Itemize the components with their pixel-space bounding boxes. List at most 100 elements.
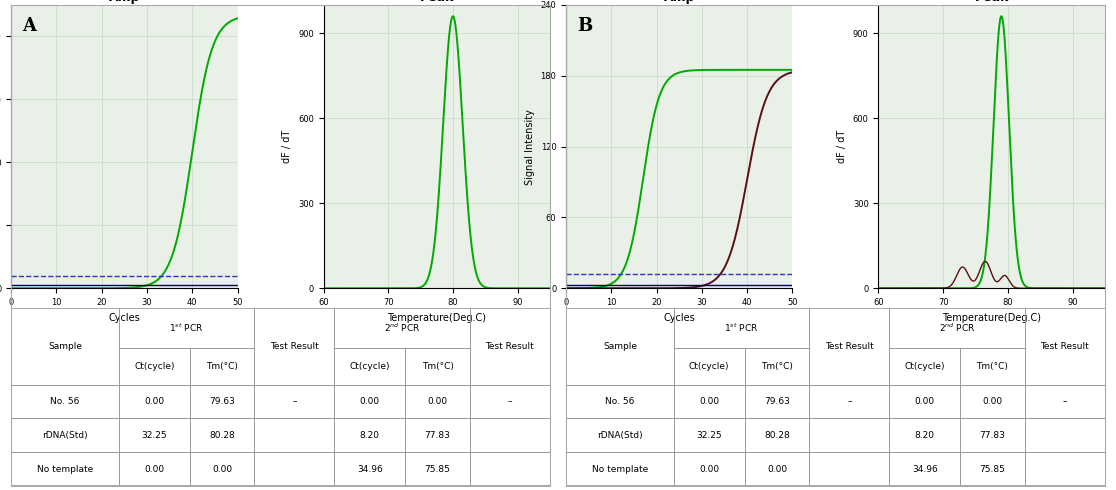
- Bar: [566, 418, 674, 452]
- Title: Amp: Amp: [664, 0, 695, 4]
- Bar: [889, 385, 960, 418]
- Text: 34.96: 34.96: [357, 465, 383, 474]
- Bar: [335, 348, 405, 385]
- Text: B: B: [577, 17, 593, 35]
- Bar: [119, 452, 190, 486]
- Bar: [744, 418, 809, 452]
- X-axis label: Temperature(Deg.C): Temperature(Deg.C): [387, 313, 487, 322]
- Text: Ct(cycle): Ct(cycle): [689, 362, 730, 371]
- Bar: [119, 348, 190, 385]
- Bar: [335, 452, 405, 486]
- Bar: [809, 452, 889, 486]
- Text: Tm(°C): Tm(°C): [761, 362, 792, 371]
- Bar: [335, 308, 470, 348]
- Y-axis label: Signal Intensity: Signal Intensity: [525, 109, 535, 185]
- Text: 0.00: 0.00: [767, 465, 787, 474]
- Bar: [960, 418, 1024, 452]
- Text: –: –: [1062, 397, 1067, 406]
- Bar: [566, 452, 674, 486]
- Text: 80.28: 80.28: [209, 431, 235, 440]
- Text: 77.83: 77.83: [424, 431, 451, 440]
- Bar: [254, 452, 335, 486]
- Bar: [809, 385, 889, 418]
- Bar: [11, 452, 119, 486]
- Text: A: A: [22, 17, 36, 35]
- Text: No template: No template: [37, 465, 93, 474]
- Text: 0.00: 0.00: [915, 397, 935, 406]
- Text: No. 56: No. 56: [50, 397, 79, 406]
- Text: 1$^{st}$ PCR: 1$^{st}$ PCR: [724, 321, 759, 334]
- X-axis label: Cycles: Cycles: [663, 313, 695, 322]
- Text: 77.83: 77.83: [980, 431, 1006, 440]
- Text: rDNA(Std): rDNA(Std): [42, 431, 88, 440]
- Bar: [335, 418, 405, 452]
- Y-axis label: dF / dT: dF / dT: [837, 130, 847, 163]
- Bar: [889, 308, 1024, 348]
- Bar: [470, 308, 550, 385]
- Bar: [119, 308, 254, 348]
- Bar: [254, 385, 335, 418]
- Bar: [960, 348, 1024, 385]
- Text: 79.63: 79.63: [209, 397, 235, 406]
- Bar: [960, 452, 1024, 486]
- Text: 32.25: 32.25: [696, 431, 722, 440]
- Text: 1$^{st}$ PCR: 1$^{st}$ PCR: [170, 321, 204, 334]
- Text: 0.00: 0.00: [144, 465, 164, 474]
- Bar: [809, 418, 889, 452]
- Bar: [744, 348, 809, 385]
- Bar: [405, 418, 470, 452]
- Bar: [119, 418, 190, 452]
- Text: Test Result: Test Result: [485, 342, 535, 351]
- Bar: [1024, 308, 1105, 385]
- Bar: [119, 385, 190, 418]
- Bar: [674, 418, 744, 452]
- Text: –: –: [292, 397, 297, 406]
- Text: 0.00: 0.00: [982, 397, 1002, 406]
- Bar: [674, 348, 744, 385]
- Bar: [809, 308, 889, 385]
- Text: 0.00: 0.00: [144, 397, 164, 406]
- Text: Ct(cycle): Ct(cycle): [904, 362, 945, 371]
- Title: Amp: Amp: [108, 0, 141, 4]
- Bar: [889, 348, 960, 385]
- Bar: [470, 452, 550, 486]
- Text: 0.00: 0.00: [700, 397, 720, 406]
- Text: 32.25: 32.25: [142, 431, 167, 440]
- Bar: [190, 348, 254, 385]
- Text: 75.85: 75.85: [980, 465, 1006, 474]
- Bar: [744, 385, 809, 418]
- X-axis label: Temperature(Deg.C): Temperature(Deg.C): [942, 313, 1041, 322]
- Bar: [190, 418, 254, 452]
- Bar: [11, 385, 119, 418]
- Bar: [405, 452, 470, 486]
- Bar: [744, 452, 809, 486]
- Text: 0.00: 0.00: [700, 465, 720, 474]
- Text: 79.63: 79.63: [764, 397, 790, 406]
- Text: Tm(°C): Tm(°C): [206, 362, 238, 371]
- Bar: [674, 308, 809, 348]
- Bar: [1024, 385, 1105, 418]
- Text: 0.00: 0.00: [427, 397, 448, 406]
- Text: No template: No template: [591, 465, 648, 474]
- X-axis label: Cycles: Cycles: [108, 313, 141, 322]
- Bar: [190, 452, 254, 486]
- Text: Tm(°C): Tm(°C): [976, 362, 1009, 371]
- Text: Tm(°C): Tm(°C): [422, 362, 453, 371]
- Bar: [960, 385, 1024, 418]
- Text: rDNA(Std): rDNA(Std): [597, 431, 643, 440]
- Text: Sample: Sample: [603, 342, 637, 351]
- Bar: [566, 308, 674, 385]
- Bar: [405, 385, 470, 418]
- Text: Ct(cycle): Ct(cycle): [349, 362, 391, 371]
- Bar: [254, 308, 335, 385]
- Text: Test Result: Test Result: [825, 342, 874, 351]
- Text: 75.85: 75.85: [424, 465, 451, 474]
- Bar: [889, 418, 960, 452]
- Bar: [889, 452, 960, 486]
- Text: Ct(cycle): Ct(cycle): [134, 362, 174, 371]
- Text: Sample: Sample: [48, 342, 83, 351]
- Bar: [335, 385, 405, 418]
- Text: 8.20: 8.20: [359, 431, 379, 440]
- Bar: [674, 452, 744, 486]
- Title: Peak: Peak: [974, 0, 1009, 4]
